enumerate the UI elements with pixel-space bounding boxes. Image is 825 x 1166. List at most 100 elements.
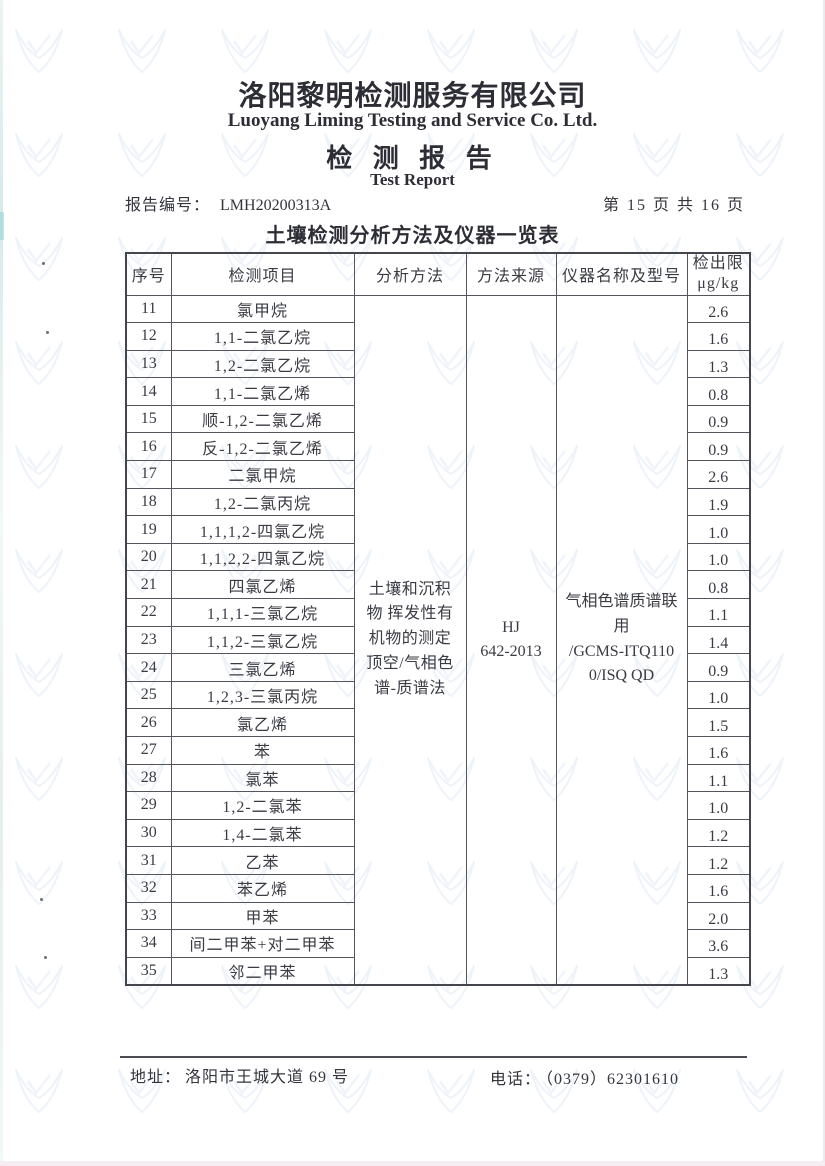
footer-address: 地址： 洛阳市王城大道 69 号 xyxy=(130,1063,349,1087)
table-row: 18 1,2-二氯丙烷 1.9 xyxy=(125,487,751,517)
method-source-cell: HJ 642-2013 xyxy=(465,294,557,986)
col-header-limit-line1: 检出限 xyxy=(692,255,744,273)
test-item-cell: 氯甲烷 xyxy=(170,294,355,324)
test-item-cell: 1,1,1-三氯乙烷 xyxy=(170,598,355,627)
detection-limit-cell: 1.3 xyxy=(686,956,751,986)
detection-limit-cell: 0.9 xyxy=(686,432,751,462)
row-number-cell: 31 xyxy=(125,846,172,875)
col-header-method: 分析方法 xyxy=(353,252,467,296)
address-value: 洛阳市王城大道 69 号 xyxy=(185,1069,350,1086)
test-item-cell: 1,1,2-三氯乙烷 xyxy=(170,625,355,655)
table-row: 31 乙苯 1.2 xyxy=(125,846,751,875)
test-item-cell: 顺-1,2-二氯乙烯 xyxy=(170,404,355,434)
test-item-cell: 1,1-二氯乙烯 xyxy=(170,377,355,406)
detection-limit-cell: 1.1 xyxy=(686,598,751,627)
detection-limit-cell: 1.2 xyxy=(686,846,751,875)
detection-limit-cell: 1.9 xyxy=(686,487,751,517)
row-number-cell: 26 xyxy=(125,708,172,737)
detection-limit-cell: 2.0 xyxy=(686,901,751,931)
row-number-cell: 32 xyxy=(125,873,172,903)
page-indicator: 第 15 页 共 16 页 xyxy=(602,197,745,214)
test-item-cell: 二氯甲烷 xyxy=(170,460,355,489)
row-number-cell: 12 xyxy=(125,322,172,351)
table-row: 16 反-1,2-二氯乙烯 0.9 xyxy=(125,432,751,462)
detection-limit-cell: 1.2 xyxy=(686,818,751,848)
address-label: 地址： xyxy=(130,1069,182,1086)
col-header-limit: 检出限 μg/kg xyxy=(686,252,751,296)
test-item-cell: 1,2-二氯苯 xyxy=(170,791,355,820)
row-number-cell: 18 xyxy=(125,487,172,517)
detection-limit-cell: 0.9 xyxy=(686,653,751,682)
detection-limit-cell: 1.4 xyxy=(686,625,751,655)
row-number-cell: 17 xyxy=(125,460,172,489)
detection-limit-cell: 1.6 xyxy=(686,736,751,765)
scan-speck xyxy=(42,262,45,265)
test-item-cell: 甲苯 xyxy=(170,901,355,931)
col-header-source: 方法来源 xyxy=(465,252,557,296)
row-number-cell: 16 xyxy=(125,432,172,462)
row-number-cell: 23 xyxy=(125,625,172,655)
row-number-cell: 22 xyxy=(125,598,172,627)
test-item-cell: 乙苯 xyxy=(170,846,355,875)
col-header-instrument: 仪器名称及型号 xyxy=(555,252,688,296)
test-item-cell: 氯乙烯 xyxy=(170,708,355,737)
test-item-cell: 1,1-二氯乙烷 xyxy=(170,322,355,351)
scan-speck xyxy=(46,331,49,334)
row-number-cell: 29 xyxy=(125,791,172,820)
methods-table: 序号 检测项目 分析方法 方法来源 仪器名称及型号 检出限 μg/kg 11 氯甲… xyxy=(125,252,751,986)
test-item-cell: 1,1,2,2-四氯乙烷 xyxy=(170,542,355,572)
table-row: 17 二氯甲烷 2.6 xyxy=(125,460,751,489)
detection-limit-cell: 1.0 xyxy=(686,542,751,572)
analysis-method-cell: 土壤和沉积 物 挥发性有 机物的测定 顶空/气相色 谱-质谱法 xyxy=(353,294,467,986)
footer-phone: 电话： （0379）62301610 xyxy=(490,1065,679,1089)
table-body: 11 氯甲烷 土壤和沉积 物 挥发性有 机物的测定 顶空/气相色 谱-质谱法 HJ 6… xyxy=(125,294,751,986)
test-item-cell: 苯乙烯 xyxy=(170,873,355,903)
table-row: 28 氯苯 1.1 xyxy=(125,763,751,793)
table-header-row: 序号 检测项目 分析方法 方法来源 仪器名称及型号 检出限 μg/kg xyxy=(125,252,751,296)
table-row: 13 1,2-二氯乙烷 1.3 xyxy=(125,349,751,379)
detection-limit-cell: 1.6 xyxy=(686,873,751,903)
test-item-cell: 1,2-二氯丙烷 xyxy=(170,487,355,517)
test-item-cell: 1,1,1,2-四氯乙烷 xyxy=(170,515,355,544)
test-item-cell: 氯苯 xyxy=(170,763,355,793)
test-item-cell: 三氯乙烯 xyxy=(170,653,355,682)
row-number-cell: 33 xyxy=(125,901,172,931)
scan-edge-strip xyxy=(0,0,3,1166)
detection-limit-cell: 1.5 xyxy=(686,708,751,737)
table-row: 21 四氯乙烯 0.8 xyxy=(125,570,751,600)
detection-limit-cell: 0.8 xyxy=(686,570,751,600)
table-row: 29 1,2-二氯苯 1.0 xyxy=(125,791,751,820)
test-item-cell: 间二甲苯+对二甲苯 xyxy=(170,929,355,958)
table-header: 序号 检测项目 分析方法 方法来源 仪器名称及型号 检出限 μg/kg xyxy=(125,252,751,296)
row-number-cell: 34 xyxy=(125,929,172,958)
table-row: 34 间二甲苯+对二甲苯 3.6 xyxy=(125,929,751,958)
table-row: 30 1,4-二氯苯 1.2 xyxy=(125,818,751,848)
table-row: 12 1,1-二氯乙烷 1.6 xyxy=(125,322,751,351)
row-number-cell: 15 xyxy=(125,404,172,434)
row-number-cell: 21 xyxy=(125,570,172,600)
report-title-en: Test Report xyxy=(370,170,455,189)
row-number-cell: 11 xyxy=(125,294,172,324)
scan-edge-blob xyxy=(0,212,4,240)
detection-limit-cell: 1.1 xyxy=(686,763,751,793)
report-number-label: 报告编号： xyxy=(125,197,211,214)
scan-right-edge xyxy=(823,0,825,1166)
col-header-limit-line2: μg/kg xyxy=(697,275,740,293)
table-row: 20 1,1,2,2-四氯乙烷 1.0 xyxy=(125,542,751,572)
row-number-cell: 27 xyxy=(125,736,172,765)
scan-bottom-tint xyxy=(0,1161,825,1166)
table-row: 23 1,1,2-三氯乙烷 1.4 xyxy=(125,625,751,655)
report-title-cn: 检 测 报 告 xyxy=(326,144,499,173)
test-item-cell: 1,2-二氯乙烷 xyxy=(170,349,355,379)
test-item-cell: 四氯乙烯 xyxy=(170,570,355,600)
table-row: 19 1,1,1,2-四氯乙烷 1.0 xyxy=(125,515,751,544)
row-number-cell: 25 xyxy=(125,680,172,710)
test-item-cell: 1,4-二氯苯 xyxy=(170,818,355,848)
table-row: 26 氯乙烯 1.5 xyxy=(125,708,751,737)
detection-limit-cell: 0.8 xyxy=(686,377,751,406)
footer-divider xyxy=(120,1056,747,1058)
table-row: 33 甲苯 2.0 xyxy=(125,901,751,931)
phone-label: 电话： xyxy=(490,1071,542,1088)
